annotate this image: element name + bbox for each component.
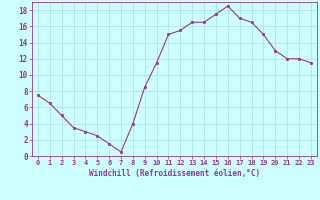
X-axis label: Windchill (Refroidissement éolien,°C): Windchill (Refroidissement éolien,°C) xyxy=(89,169,260,178)
